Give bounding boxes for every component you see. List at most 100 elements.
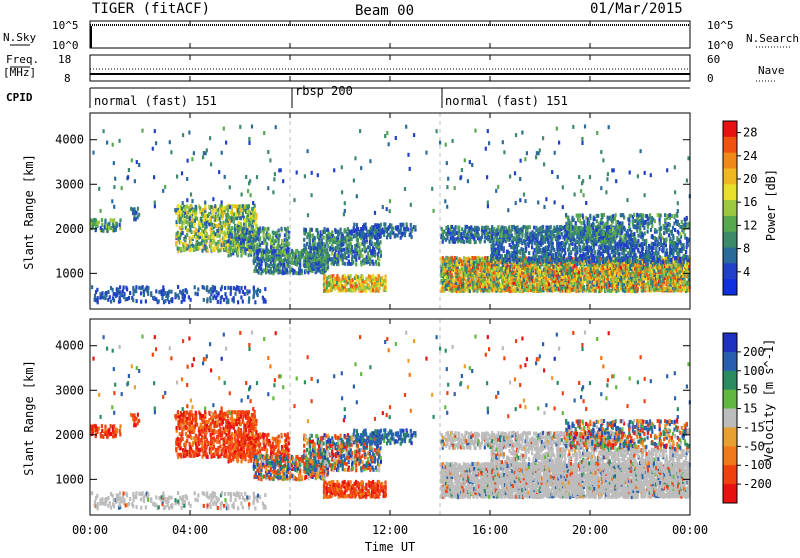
power-echo bbox=[266, 242, 268, 246]
power-echo bbox=[361, 254, 363, 258]
nave-tick-top: 60 bbox=[707, 53, 720, 66]
power-echo bbox=[187, 229, 189, 233]
power-echo bbox=[572, 247, 574, 251]
power-echo bbox=[542, 225, 544, 229]
power-echo bbox=[319, 249, 321, 253]
nsky-tick-bottom: 10^0 bbox=[52, 39, 79, 52]
power-echo bbox=[280, 227, 282, 231]
power-echo bbox=[219, 234, 221, 238]
power-echo bbox=[384, 275, 386, 279]
power-echo bbox=[478, 227, 480, 231]
power-echo bbox=[342, 257, 344, 261]
power-echo bbox=[344, 255, 346, 259]
power-echo bbox=[180, 240, 182, 244]
power-echo bbox=[195, 205, 197, 209]
power-echo bbox=[568, 243, 570, 247]
power-echo bbox=[314, 240, 316, 244]
power-echo bbox=[287, 249, 289, 253]
power-echo bbox=[493, 244, 495, 248]
power-echo bbox=[233, 212, 235, 216]
power-echo bbox=[180, 247, 182, 251]
power-echo bbox=[245, 222, 247, 226]
nsearch-tick-top: 10^5 bbox=[707, 19, 734, 32]
power-echo bbox=[135, 211, 137, 215]
power-echo bbox=[238, 227, 240, 231]
power-echo bbox=[267, 227, 269, 231]
power-echo bbox=[248, 210, 250, 214]
nave-tick-bottom: 0 bbox=[707, 72, 714, 85]
power-echo bbox=[223, 243, 225, 247]
power-echo bbox=[372, 260, 374, 264]
beam-title: Beam 00 bbox=[355, 3, 414, 19]
power-echo bbox=[372, 274, 374, 278]
power-echo bbox=[181, 225, 183, 229]
power-echo bbox=[305, 269, 307, 273]
power-echo bbox=[248, 253, 250, 257]
power-echo bbox=[305, 246, 307, 250]
power-echo bbox=[208, 205, 210, 209]
power-echo bbox=[186, 233, 188, 237]
power-echo bbox=[240, 204, 242, 208]
power-echo bbox=[216, 224, 218, 228]
power-echo bbox=[228, 224, 230, 228]
power-echo bbox=[312, 255, 314, 259]
nsearch-tick-bottom: 10^0 bbox=[707, 39, 734, 52]
power-echo bbox=[280, 255, 282, 259]
power-echo bbox=[235, 237, 237, 241]
power-echo bbox=[528, 256, 530, 260]
power-echo bbox=[357, 238, 359, 242]
power-echo bbox=[683, 281, 685, 285]
power-echo bbox=[225, 240, 227, 244]
power-echo bbox=[533, 226, 535, 230]
power-echo bbox=[230, 241, 232, 245]
cpid-segment-2: rbsp 200 bbox=[295, 84, 353, 98]
power-echo bbox=[467, 257, 469, 261]
power-echo bbox=[644, 283, 646, 287]
power-echo bbox=[484, 239, 486, 243]
power-echo bbox=[369, 246, 371, 250]
power-echo bbox=[469, 279, 471, 283]
power-echo bbox=[406, 222, 408, 226]
power-echo bbox=[324, 275, 326, 279]
power-echo bbox=[240, 234, 242, 238]
power-echo bbox=[243, 239, 245, 243]
power-echo bbox=[324, 227, 326, 231]
power-echo bbox=[525, 243, 527, 247]
power-echo bbox=[190, 240, 192, 244]
power-echo bbox=[234, 227, 236, 231]
power-echo bbox=[295, 271, 297, 275]
power-echo bbox=[367, 260, 369, 264]
freq-panel: 18 8 60 0 Freq. [MHz] Nave bbox=[3, 53, 785, 85]
power-echo bbox=[458, 269, 460, 273]
power-echo bbox=[363, 280, 365, 284]
power-echo bbox=[346, 256, 348, 260]
power-echo bbox=[381, 276, 383, 280]
power-echo bbox=[570, 256, 572, 260]
power-echo bbox=[303, 256, 305, 260]
power-echo bbox=[538, 246, 540, 250]
power-echo bbox=[552, 253, 554, 257]
power-echo bbox=[231, 233, 233, 237]
power-echo bbox=[466, 225, 468, 229]
power-echo bbox=[458, 229, 460, 233]
power-echo bbox=[537, 250, 539, 254]
power-echo bbox=[263, 268, 265, 272]
power-echo bbox=[646, 273, 648, 277]
power-echo bbox=[352, 260, 354, 264]
power-echo bbox=[488, 289, 490, 293]
power-echo bbox=[104, 219, 106, 223]
power-echo bbox=[570, 250, 572, 254]
power-echo bbox=[333, 247, 335, 251]
power-echo bbox=[461, 274, 463, 278]
power-echo bbox=[310, 246, 312, 250]
nave-label: Nave bbox=[758, 64, 785, 77]
power-echo bbox=[329, 275, 331, 279]
power-echo bbox=[540, 242, 542, 246]
power-echo bbox=[137, 207, 139, 211]
nsky-panel: 10^5 10^0 10^5 10^0 N.Sky N.Search bbox=[3, 19, 799, 52]
power-echo bbox=[244, 218, 246, 222]
power-echo bbox=[318, 266, 320, 270]
power-echo bbox=[254, 208, 256, 212]
power-echo bbox=[264, 239, 266, 243]
